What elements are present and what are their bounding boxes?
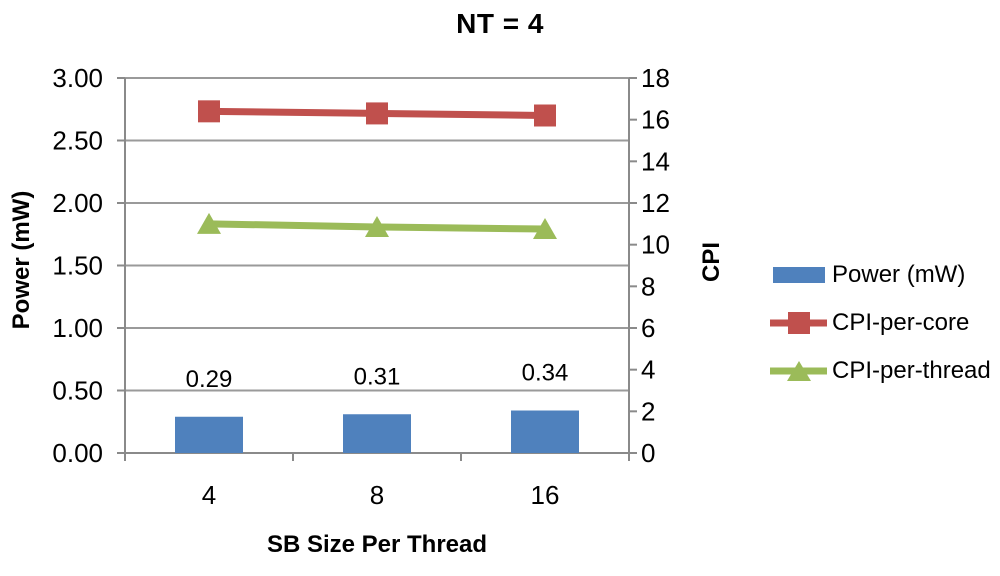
y-right-tick-label: 4 xyxy=(641,355,655,385)
bar-1 xyxy=(343,414,411,453)
y-right-tick-label: 18 xyxy=(641,63,670,93)
legend-label-cpi-per-thread: CPI-per-thread xyxy=(832,357,991,384)
legend-item-cpi-per-thread: CPI-per-thread xyxy=(770,347,991,395)
triangle-marker xyxy=(365,215,389,237)
triangle-marker xyxy=(533,218,557,240)
square-marker xyxy=(534,104,556,127)
y-right-tick-label: 10 xyxy=(641,230,670,260)
line-triangle-swatch-icon xyxy=(770,361,827,381)
legend: Power (mW) CPI-per-core CPI-per-thread xyxy=(770,251,991,395)
x-axis-title: SB Size Per Thread xyxy=(266,531,488,558)
triangle-marker xyxy=(197,212,221,234)
y-right-tick-label: 12 xyxy=(641,188,670,218)
y-left-tick-label: 2.50 xyxy=(52,126,103,156)
legend-item-cpi-per-core: CPI-per-core xyxy=(770,299,991,347)
y-left-tick-label: 3.00 xyxy=(52,63,103,93)
x-category-label: 4 xyxy=(202,480,216,510)
bar-0 xyxy=(175,416,243,453)
bar-value-label: 0.31 xyxy=(354,363,401,390)
legend-item-power: Power (mW) xyxy=(770,251,991,299)
line-square-swatch-icon xyxy=(770,312,827,334)
bar-value-label: 0.34 xyxy=(522,360,569,387)
bar-2 xyxy=(511,410,579,453)
chart-title: NT = 4 xyxy=(456,8,544,39)
y-left-tick-label: 1.50 xyxy=(52,251,103,281)
y-right-tick-label: 8 xyxy=(641,271,655,301)
y-right-tick-label: 2 xyxy=(641,396,655,426)
bar-swatch-icon xyxy=(773,267,825,283)
square-marker xyxy=(366,102,388,125)
x-category-label: 16 xyxy=(531,480,560,510)
x-category-label: 8 xyxy=(370,480,384,510)
y-left-tick-label: 1.00 xyxy=(52,313,103,343)
bar-value-label: 0.29 xyxy=(186,366,233,393)
y-left-tick-label: 0.50 xyxy=(52,376,103,406)
legend-label-power: Power (mW) xyxy=(832,261,966,288)
square-marker xyxy=(198,100,220,123)
y-right-tick-label: 14 xyxy=(641,146,670,176)
y-left-tick-label: 0.00 xyxy=(52,438,103,468)
y-right-tick-label: 6 xyxy=(641,313,655,343)
legend-label-cpi-per-core: CPI-per-core xyxy=(832,309,970,336)
y-right-tick-label: 16 xyxy=(641,105,670,135)
y-left-tick-label: 2.00 xyxy=(52,188,103,218)
y-right-tick-label: 0 xyxy=(641,438,655,468)
